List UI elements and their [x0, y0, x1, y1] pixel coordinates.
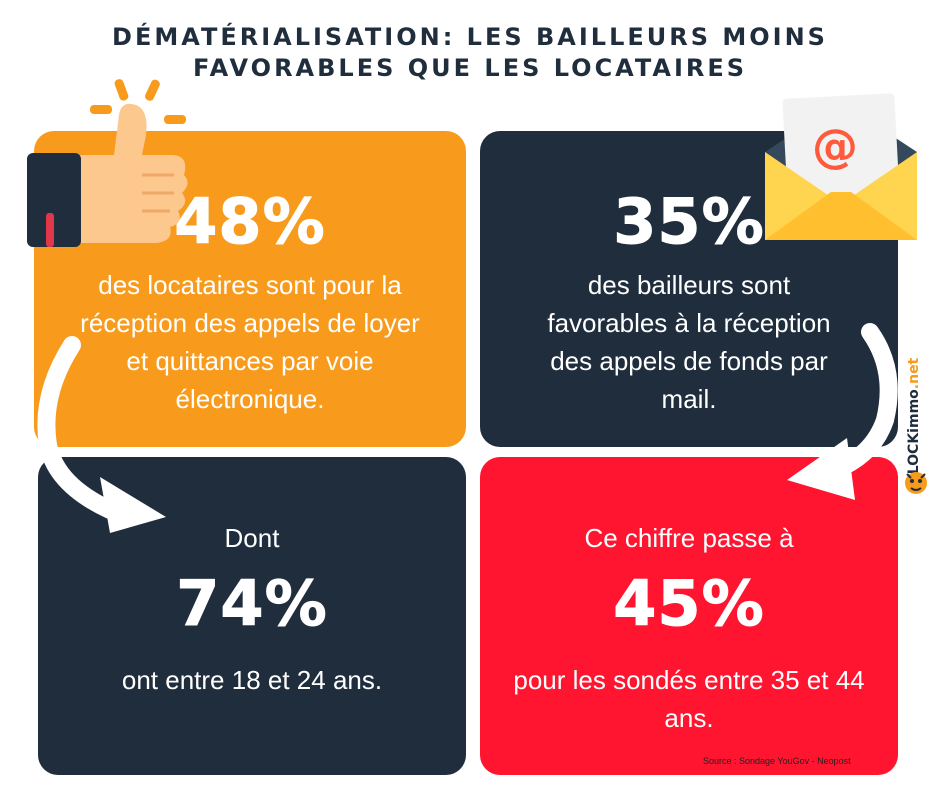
text-line: réception des appels de loyer	[80, 308, 420, 338]
card-landlords-text: des bailleurs sont favorables à la récep…	[480, 266, 898, 418]
brand-text: LOCKimmo.net	[906, 351, 928, 481]
tiger-mascot-icon	[905, 472, 927, 494]
card-young-text: ont entre 18 et 24 ans.	[38, 661, 466, 699]
stat-young: 74%	[176, 567, 328, 641]
curved-arrow-icon	[37, 336, 166, 533]
card-age-pre: Ce chiffre passe à	[584, 523, 794, 553]
svg-text:@: @	[812, 119, 858, 173]
title-line-1: DÉMATÉRIALISATION: LES BAILLEURS MOINS	[112, 23, 828, 51]
stat-landlords: 35%	[613, 185, 765, 259]
text-line: favorables à la réception	[547, 308, 831, 338]
text-line: ont entre 18 et 24 ans.	[121, 665, 383, 695]
card-tenants-text: des locataires sont pour la réception de…	[34, 266, 466, 418]
stat-age: 45%	[613, 567, 765, 641]
brand-name: LOCKimmo	[906, 389, 922, 475]
text-line: ans.	[664, 703, 714, 733]
text-line: des locataires sont pour la	[98, 270, 402, 300]
stat-tenants: 48%	[174, 185, 326, 259]
source-note: Source : Sondage YouGov - Neopost	[703, 756, 851, 766]
card-landlords-age: Ce chiffre passe à 45% pour les sondés e…	[480, 457, 898, 775]
brand-logo: LOCKimmo.net	[896, 350, 936, 500]
card-age-text: pour les sondés entre 35 et 44 ans.	[480, 661, 898, 737]
text-line: des bailleurs sont	[587, 270, 791, 300]
text-line: des appels de fonds par	[550, 346, 828, 376]
email-envelope-icon: @	[765, 93, 917, 240]
page-title: DÉMATÉRIALISATION: LES BAILLEURS MOINS F…	[0, 22, 940, 84]
title-line-2: FAVORABLES QUE LES LOCATAIRES	[192, 54, 748, 82]
text-line: et quittances par voie	[126, 346, 374, 376]
text-line: mail.	[661, 384, 717, 414]
card-young-pre: Dont	[224, 523, 280, 553]
text-line: pour les sondés entre 35 et 44	[513, 665, 865, 695]
curved-arrow-icon	[787, 323, 898, 500]
thumbs-up-icon	[27, 79, 188, 247]
brand-tld: .net	[906, 357, 922, 390]
text-line: électronique.	[175, 384, 325, 414]
